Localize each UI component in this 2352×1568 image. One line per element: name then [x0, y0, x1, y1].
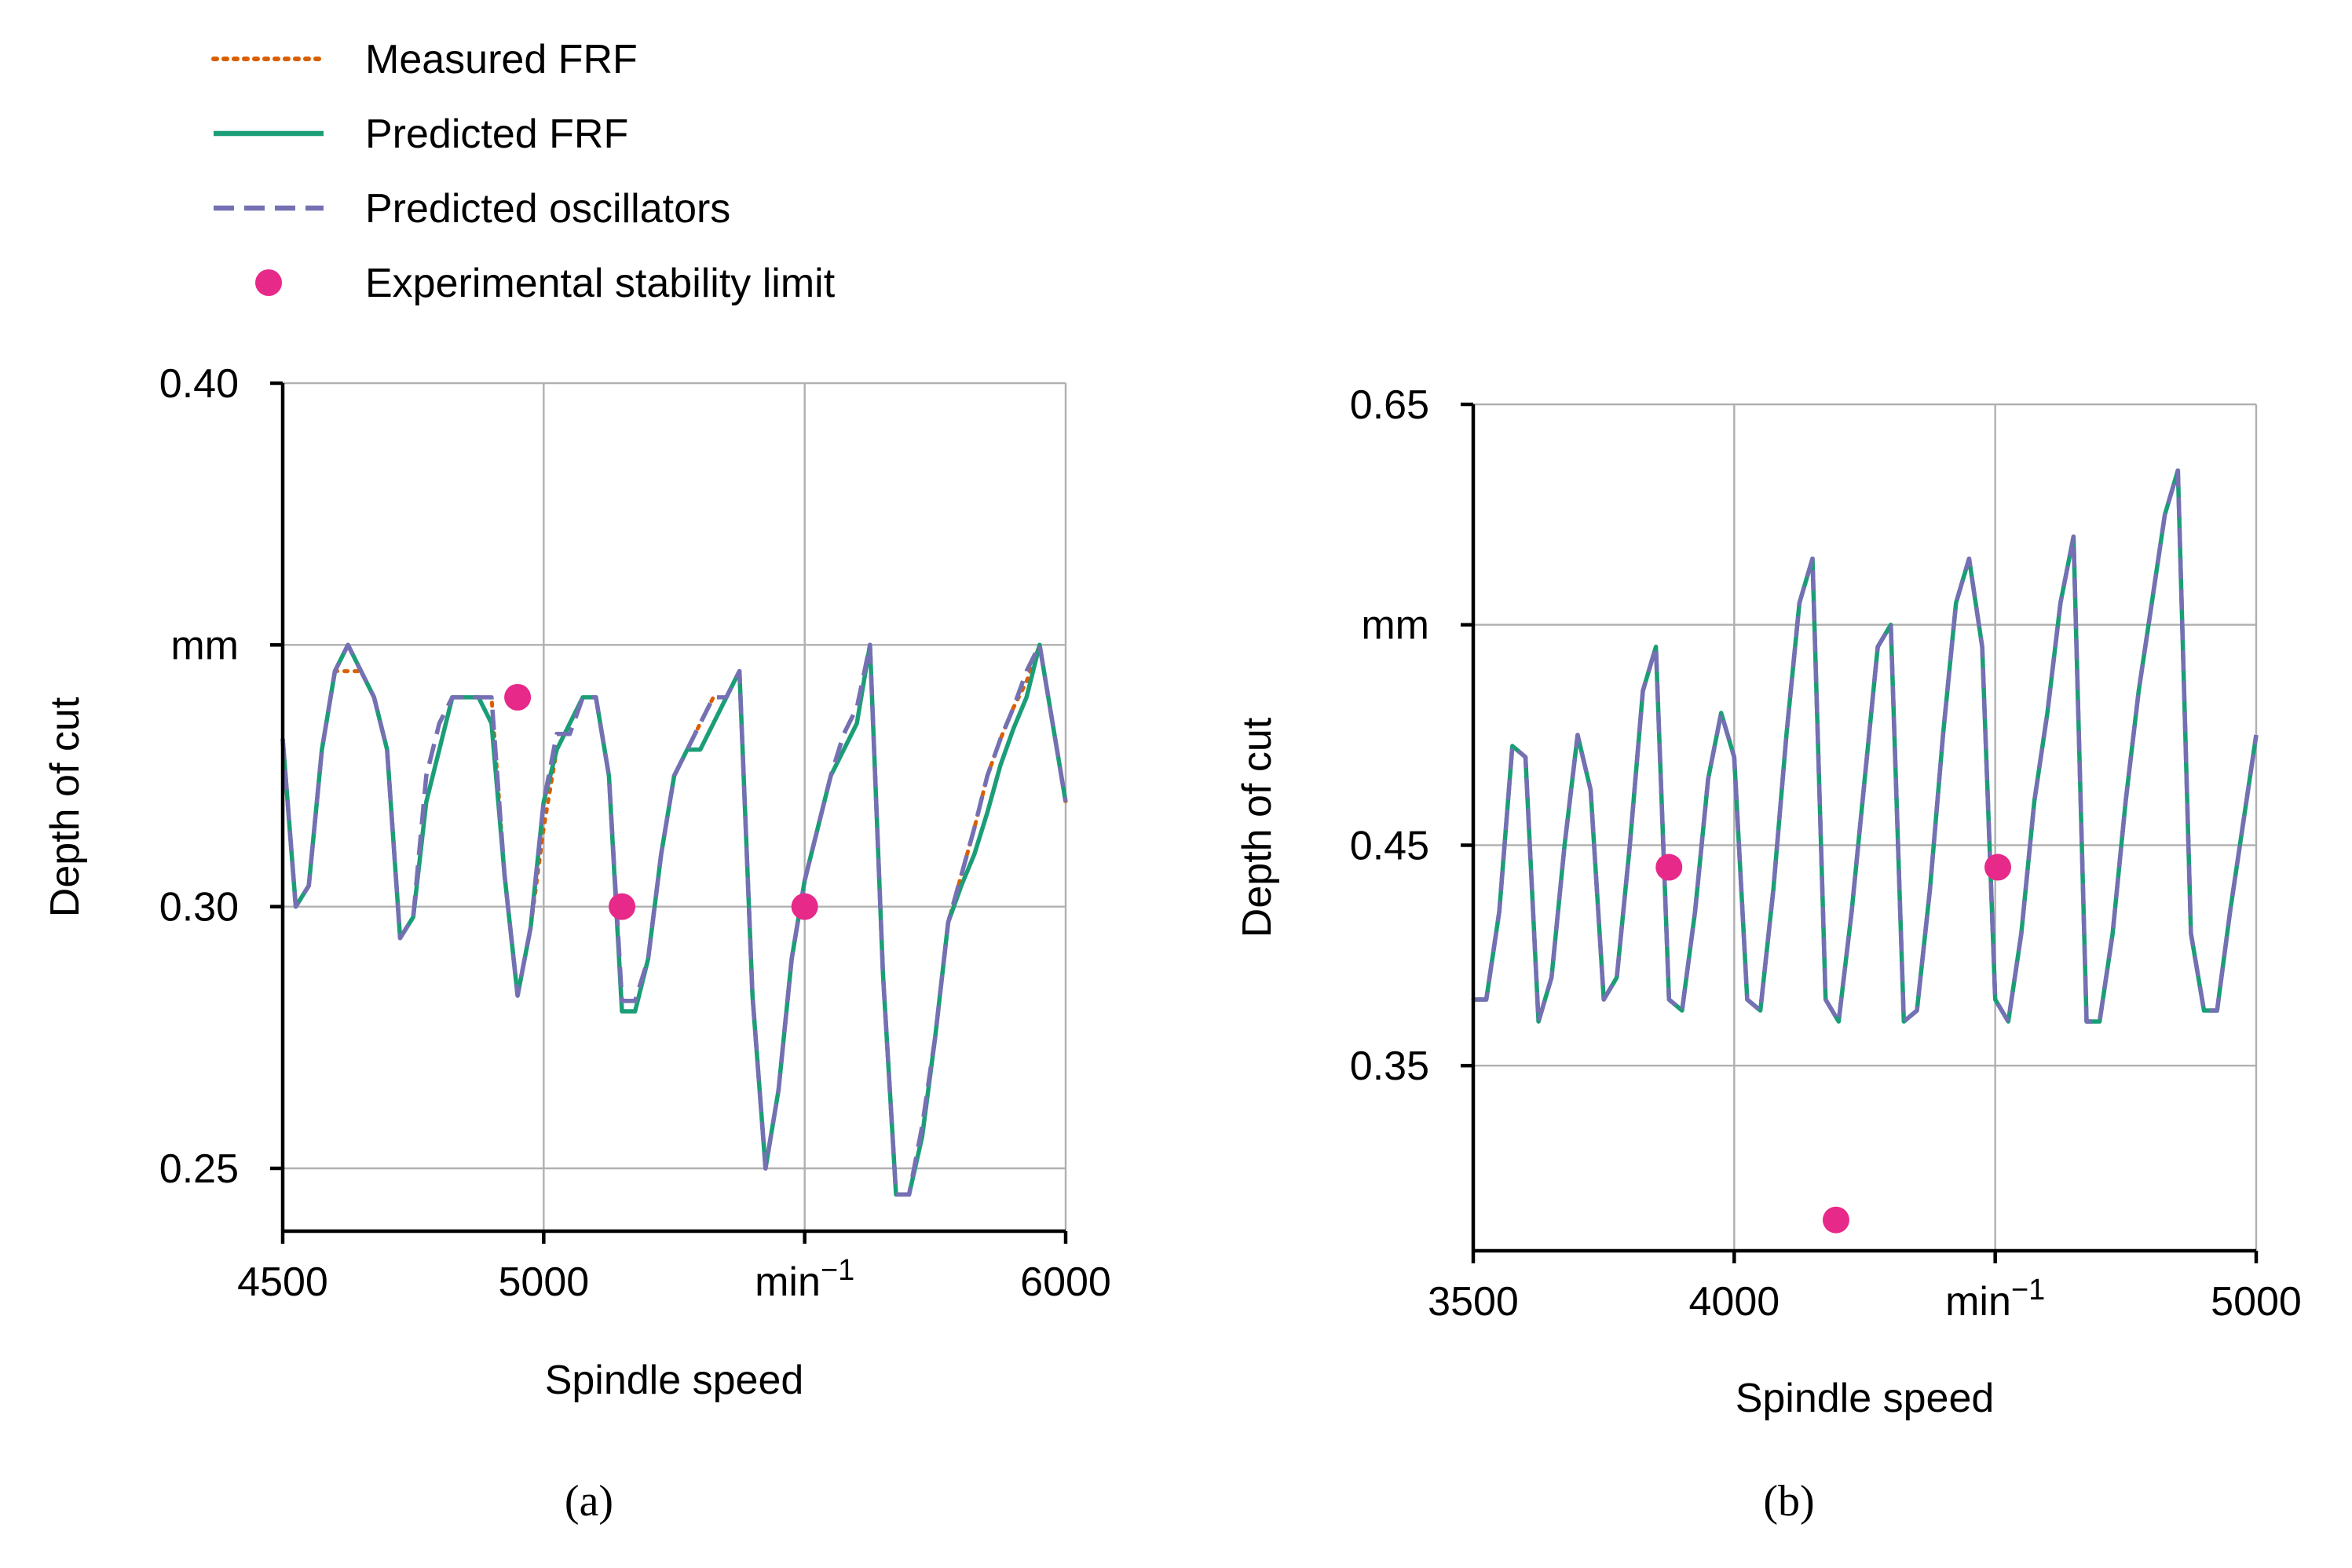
legend-label-0: Measured FRF [365, 37, 638, 82]
x-tick-label: 6000 [1020, 1259, 1111, 1305]
y-tick-label: 0.45 [1350, 823, 1429, 868]
x-tick-label: min−1 [1945, 1274, 2045, 1325]
y-tick-label: 0.25 [159, 1146, 239, 1192]
x-tick-label: 4000 [1688, 1279, 1780, 1325]
y-tick-label: mm [170, 623, 239, 668]
series-dashed-line [280, 642, 1068, 1197]
x-tick-label: 5000 [2211, 1279, 2302, 1325]
x-axis-label: Spindle speed [545, 1358, 804, 1403]
stability-point [791, 893, 818, 920]
y-axis-label: Depth of cut [1235, 717, 1280, 938]
caption-b: (b) [1763, 1477, 1814, 1526]
x-tick-label: 4500 [237, 1259, 328, 1305]
legend-label-3: Experimental stability limit [365, 261, 836, 306]
caption-a: (a) [565, 1477, 613, 1526]
y-axis-label: Depth of cut [42, 696, 88, 917]
y-tick-label: 0.35 [1350, 1044, 1429, 1089]
panel-a: 4500 5000 min−1 6000 0.25 0.30 mm 0.40 Spindle s… [42, 361, 1111, 1403]
y-tick-label: mm [1361, 603, 1429, 649]
series-solid-line [1473, 468, 2259, 1024]
stability-point [504, 684, 532, 711]
x-tick-label: min−1 [755, 1254, 854, 1305]
y-tick-label: 0.40 [159, 361, 239, 407]
legend: Measured FRF Predicted FRF Predicted oscil… [211, 37, 836, 306]
legend-marker-3 [255, 269, 282, 296]
stability-point [1655, 853, 1683, 881]
series-dashed-line [1473, 468, 2259, 1024]
series-dotted-line [1471, 468, 2259, 1024]
x-tick-label: 5000 [498, 1259, 589, 1305]
stability-point [609, 893, 636, 920]
panel-b: 3500 4000 min−1 5000 0.35 0.45 mm 0.65 Spindle s… [1235, 382, 2302, 1421]
legend-label-1: Predicted FRF [365, 111, 628, 157]
legend-label-2: Predicted oscillators [365, 186, 730, 232]
stability-point [1984, 853, 2011, 881]
x-axis-label: Spindle speed [1736, 1376, 1995, 1421]
y-tick-label: 0.30 [159, 885, 239, 930]
x-tick-label: 3500 [1428, 1279, 1519, 1325]
stability-point [1822, 1206, 1849, 1234]
y-tick-label: 0.65 [1350, 382, 1429, 428]
